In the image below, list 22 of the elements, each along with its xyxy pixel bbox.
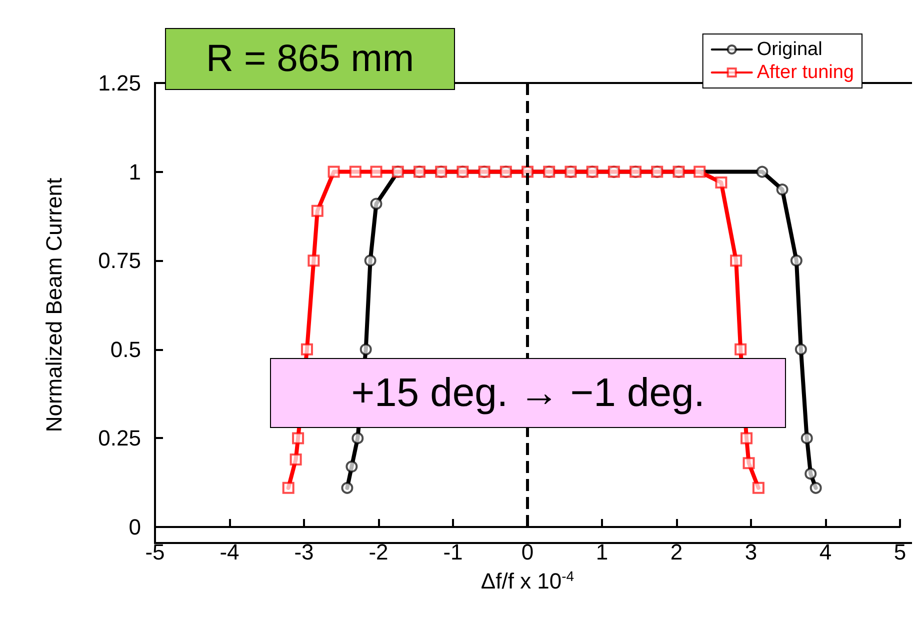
y-tick-label: 0.75	[98, 248, 141, 274]
x-tick-label: 3	[744, 540, 758, 564]
legend-label: After tuning	[756, 62, 854, 83]
y-tick-label: 0	[128, 514, 141, 540]
text-box: +15 deg. → −1 deg.	[270, 358, 786, 428]
x-tick-label: -4	[220, 540, 240, 564]
y-tick-label: 1.25	[98, 70, 141, 96]
text-box: R = 865 mm	[165, 28, 455, 90]
x-tick-label: 5	[894, 540, 906, 564]
x-tick-label: -3	[294, 540, 314, 564]
y-tick-label: 1	[128, 159, 141, 184]
x-tick-label: -1	[443, 540, 463, 564]
x-tick-label: -2	[368, 540, 388, 564]
x-tick-label: -5	[145, 540, 165, 564]
x-tick-label: 1	[596, 540, 608, 564]
y-tick-label: 0.25	[98, 426, 141, 451]
legend-label: Original	[756, 39, 822, 60]
y-tick-label: 0.5	[110, 336, 141, 362]
x-tick-label: 0	[521, 540, 534, 564]
y-axis-title: Normalized Beam Current	[42, 178, 66, 432]
x-tick-label: 4	[819, 540, 832, 564]
x-tick-label: 2	[670, 540, 683, 564]
